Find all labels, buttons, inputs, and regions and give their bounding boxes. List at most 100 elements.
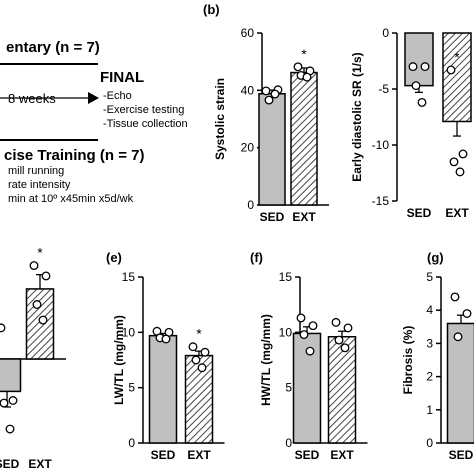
data-point: [188, 342, 198, 352]
training-item: rate intensity: [8, 179, 71, 191]
y-tick-label: 0: [382, 26, 389, 40]
data-point: [420, 62, 430, 72]
y-tick-label: 4: [426, 303, 433, 317]
data-point: [340, 343, 350, 353]
y-tick-label: 2: [426, 370, 433, 384]
data-point: [446, 65, 456, 75]
y-tick-label: 40: [241, 83, 255, 97]
final-item: -Echo: [103, 90, 132, 102]
data-point: [270, 89, 280, 99]
study-design-schematic: entary (n = 7) 8 weeks FINAL -Echo -Exer…: [0, 39, 188, 205]
bar: [442, 32, 472, 123]
bar: [148, 334, 178, 444]
panel-label: (f): [250, 250, 263, 265]
data-point: [293, 62, 303, 72]
training-item: min at 10º x45min x5d/wk: [8, 193, 134, 205]
data-point: [264, 95, 274, 105]
y-tick-label: 10: [122, 325, 136, 339]
data-point: [453, 332, 463, 342]
data-point: [38, 315, 48, 325]
data-point: [331, 317, 341, 327]
data-point: [161, 334, 171, 344]
y-tick-label: 0: [426, 436, 433, 450]
x-tick-label: SED: [260, 210, 285, 224]
x-tick-label: SED: [0, 457, 20, 471]
x-tick-label: EXT: [187, 448, 211, 462]
data-point: [343, 323, 353, 333]
training-group-title: cise Training (n = 7): [4, 147, 144, 164]
data-point: [334, 335, 344, 345]
data-point: [197, 363, 207, 373]
data-point: [462, 309, 472, 318]
sedentary-group-title: entary (n = 7): [6, 39, 100, 56]
y-tick-label: 15: [122, 270, 136, 284]
panel-label: (g): [427, 250, 444, 265]
x-tick-label: SED: [295, 448, 320, 462]
y-axis-label: Early diastolic SR (1/s): [350, 52, 364, 181]
y-tick-label: 15: [279, 270, 293, 284]
final-title: FINAL: [100, 69, 144, 86]
y-axis-label: Systolic strain: [213, 78, 227, 160]
data-point: [408, 62, 418, 72]
y-tick-label: 10: [279, 325, 293, 339]
data-point: [5, 424, 15, 434]
chart-hw-tl: (f) 0 5 10 15 HW/TL (mg/mm) SED EXT: [250, 250, 368, 462]
bar: [446, 322, 474, 444]
data-point: [41, 271, 51, 281]
x-tick-label: EXT: [28, 457, 52, 471]
y-tick-label: 5: [426, 270, 433, 284]
y-tick-label: 3: [426, 336, 433, 350]
data-point: [450, 292, 460, 302]
arrow-head-icon: [88, 92, 99, 104]
bar: [0, 358, 22, 393]
data-point: [296, 313, 306, 323]
x-tick-label: EXT: [330, 448, 354, 462]
chart-fibrosis: (g) 0 1 2 3 4 5 Fibrosis (%) SED: [401, 250, 474, 462]
chart-systolic-strain: (b) 0 20 40 60 Systolic strain SED * EXT: [203, 2, 329, 224]
bar: [258, 93, 286, 206]
data-point: [8, 396, 18, 405]
chart-lw-tl: (e) 0 5 10 15 LW/TL (mg/mm) SED * EXT: [106, 250, 225, 462]
y-tick-label: 1: [426, 403, 433, 417]
significance-marker: *: [454, 49, 460, 65]
chart-partial-panel-d: SED * EXT: [0, 245, 66, 471]
bar: [25, 288, 55, 360]
data-point: [29, 261, 39, 271]
y-tick-label: -15: [372, 194, 390, 208]
data-point: [417, 97, 427, 107]
x-tick-label: EXT: [292, 210, 316, 224]
data-point: [308, 321, 318, 331]
data-point: [0, 398, 9, 408]
data-point: [411, 81, 421, 91]
final-item: -Exercise testing: [103, 104, 184, 116]
y-tick-label: -5: [378, 82, 389, 96]
significance-marker: *: [37, 245, 43, 261]
data-point: [455, 167, 465, 177]
panel-label: (e): [106, 250, 122, 265]
y-axis-label: Fibrosis (%): [401, 326, 415, 395]
x-tick-label: EXT: [445, 206, 469, 220]
y-tick-label: 20: [241, 141, 255, 155]
data-point: [305, 346, 315, 356]
y-tick-label: 5: [128, 381, 135, 395]
significance-marker: *: [301, 46, 307, 62]
x-tick-label: SED: [407, 206, 432, 220]
y-tick-label: 0: [128, 436, 135, 450]
y-tick-label: 5: [285, 381, 292, 395]
data-point: [299, 330, 309, 339]
duration-label: 8 weeks: [8, 91, 56, 106]
y-tick-label: -10: [372, 138, 390, 152]
y-axis-label: LW/TL (mg/mm): [112, 315, 126, 405]
significance-marker: *: [196, 326, 202, 342]
panel-label: (b): [203, 2, 220, 17]
data-point: [191, 355, 201, 365]
y-tick-label: 0: [247, 198, 254, 212]
bar: [290, 71, 318, 206]
bar: [327, 336, 357, 444]
data-point: [261, 86, 271, 96]
chart-early-diastolic-sr: 0 -5 -10 -15 Early diastolic SR (1/s) SED * EXT: [350, 26, 472, 220]
data-point: [0, 323, 6, 333]
x-tick-label: SED: [449, 448, 474, 462]
training-item: mill running: [8, 165, 64, 177]
